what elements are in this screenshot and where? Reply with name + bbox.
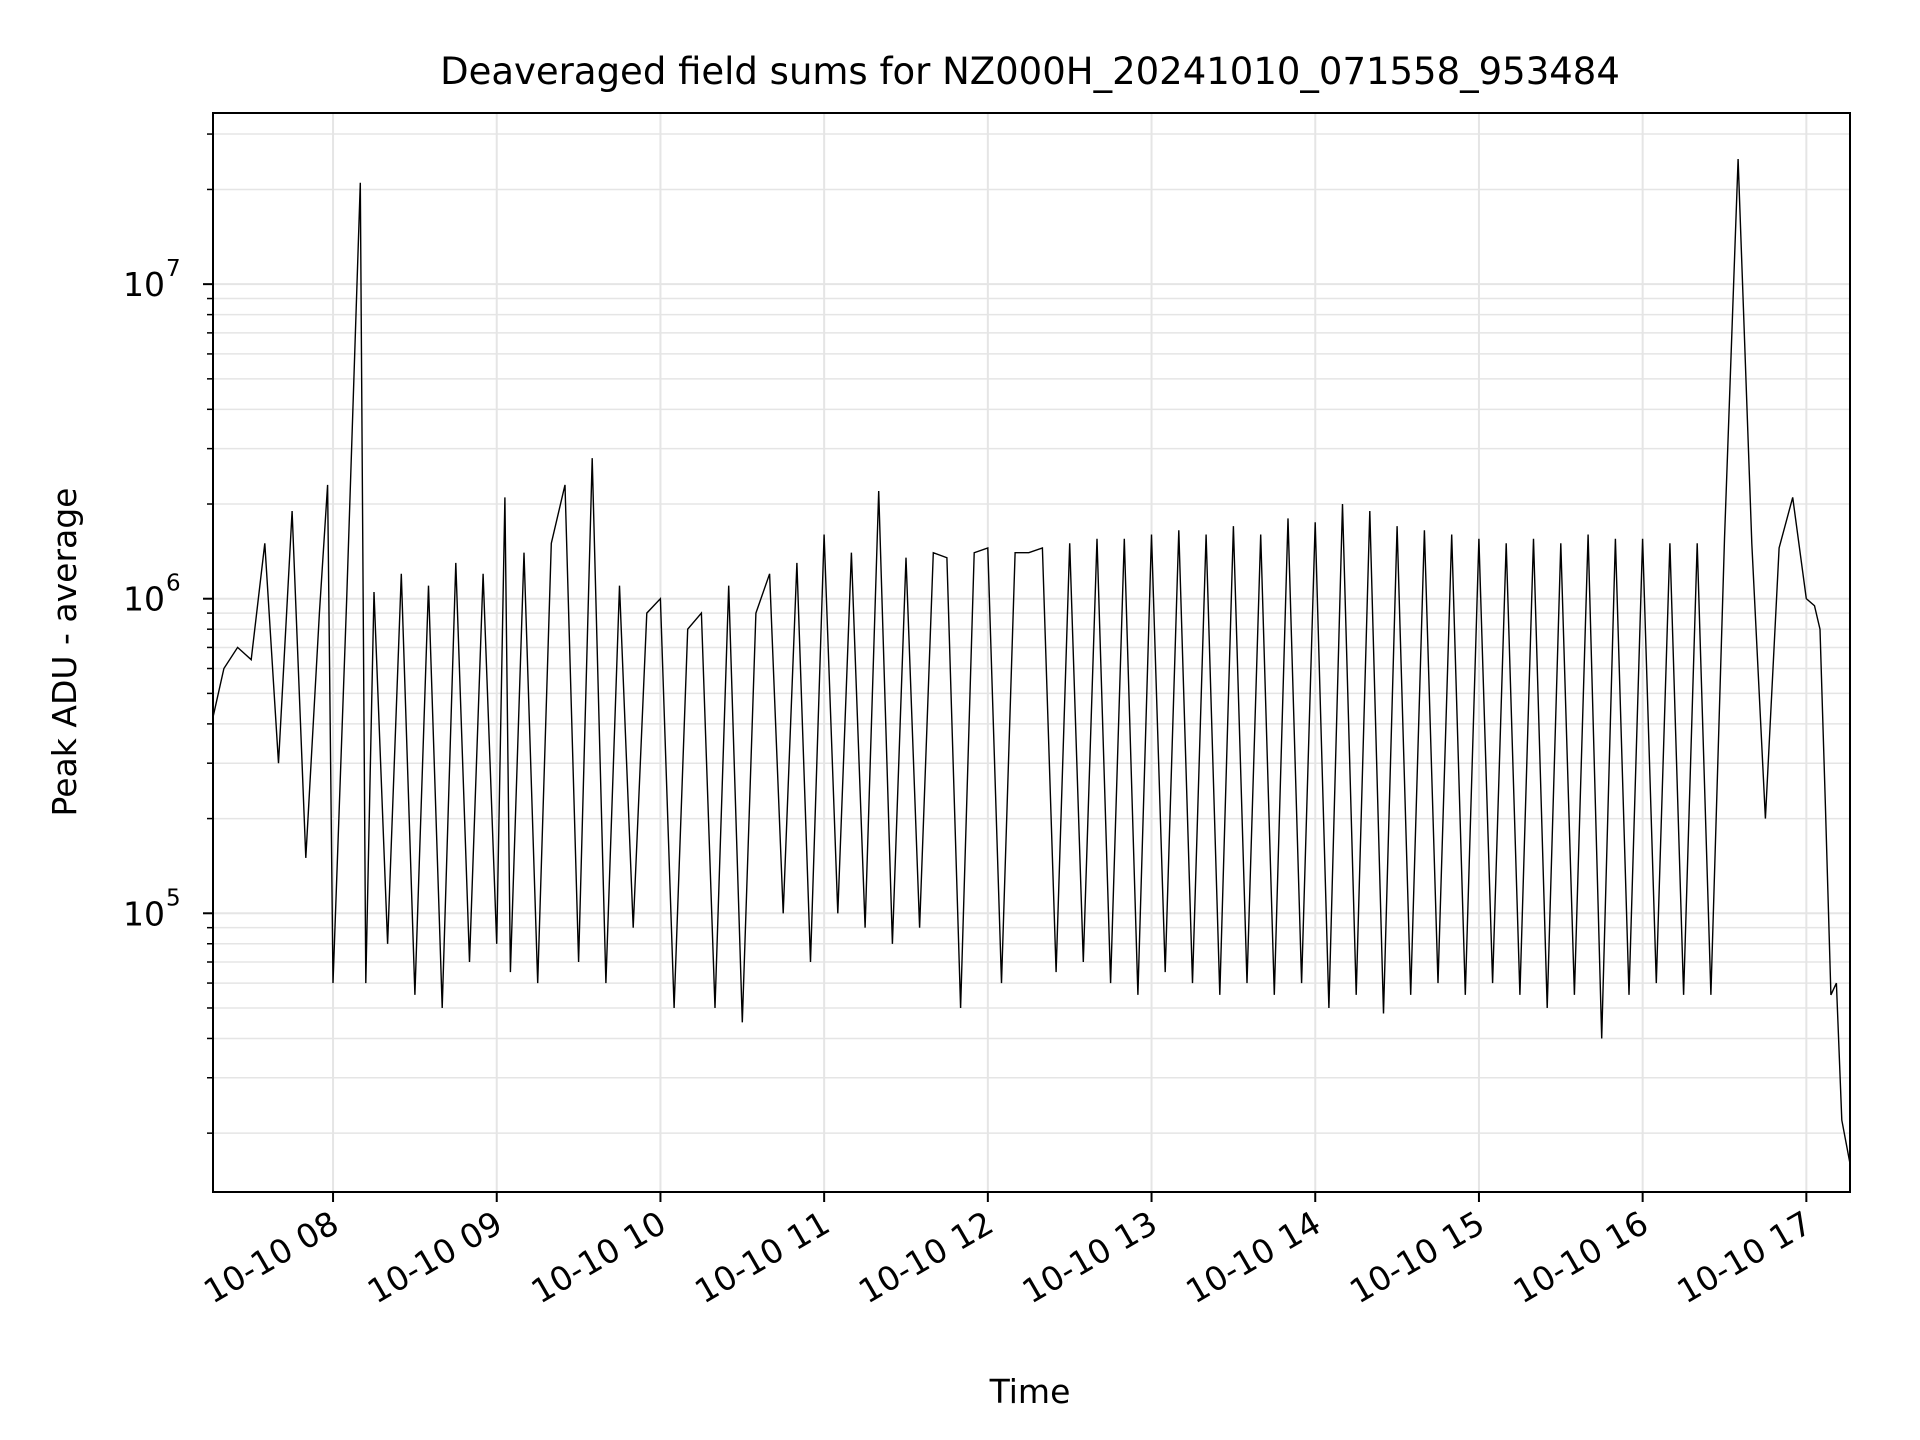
y-tick-label-base: 10 — [123, 265, 165, 304]
y-tick-label-base: 10 — [123, 580, 165, 619]
grid-major — [213, 113, 1850, 1192]
y-tick-label: 10 — [123, 265, 165, 304]
y-tick-label-exp: 6 — [166, 571, 181, 597]
chart-title: Deaveraged field sums for NZ000H_2024101… — [440, 50, 1620, 93]
y-tick-label: 10 — [123, 894, 165, 933]
y-axis-label: Peak ADU - average — [45, 488, 84, 817]
y-tick-label-exp: 7 — [166, 256, 181, 282]
plot-frame — [212, 112, 1851, 1193]
grid-minor — [213, 133, 1850, 1134]
y-tick-label: 10 — [123, 580, 165, 619]
y-tick-label-exp: 5 — [166, 885, 181, 911]
series-line — [213, 158, 1850, 1164]
y-tick-label-base: 10 — [123, 894, 165, 933]
x-axis-label: Time — [989, 1372, 1071, 1411]
